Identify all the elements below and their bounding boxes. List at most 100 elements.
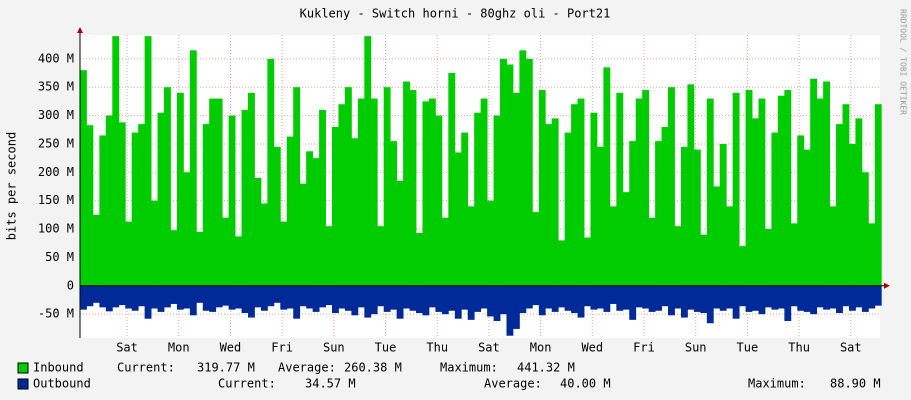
area-segment: [493, 115, 501, 286]
area-segment: [532, 285, 540, 306]
area-segment: [680, 146, 688, 286]
area-segment: [732, 285, 740, 319]
area-segment: [215, 98, 223, 286]
area-segment: [480, 98, 488, 286]
area-segment: [273, 146, 281, 286]
area-segment: [616, 92, 624, 286]
area-segment: [312, 285, 320, 312]
area-segment: [383, 285, 391, 312]
area-segment: [706, 98, 714, 286]
x-tick-label: Sat: [478, 341, 500, 355]
area-segment: [551, 118, 559, 286]
area-segment: [383, 87, 391, 286]
area-segment: [512, 92, 520, 286]
area-segment: [777, 285, 785, 309]
area-segment: [590, 112, 598, 286]
watermark: RRDTOOL / TOBI OETIKER: [899, 9, 908, 115]
area-segment: [92, 214, 100, 286]
area-segment: [538, 90, 546, 286]
area-segment: [441, 217, 449, 286]
area-segment: [241, 109, 249, 286]
x-tick-label: Sun: [685, 341, 707, 355]
area-segment: [590, 285, 598, 310]
area-segment: [816, 285, 824, 308]
area-segment: [99, 135, 107, 286]
area-segment: [344, 87, 352, 286]
area-segment: [248, 285, 255, 318]
area-segment: [538, 285, 546, 316]
area-segment: [648, 285, 656, 312]
area-segment: [480, 285, 488, 309]
x-tick-label: Tue: [375, 341, 397, 355]
area-segment: [500, 58, 507, 286]
area-segment: [112, 285, 120, 308]
area-segment: [228, 285, 236, 310]
area-segment: [842, 285, 850, 307]
area-segment: [403, 81, 410, 286]
area-segment: [105, 285, 113, 312]
area-segment: [170, 230, 178, 286]
area-segment: [674, 285, 682, 309]
area-segment: [874, 104, 882, 286]
x-tick-label: Fri: [271, 341, 293, 355]
area-segment: [105, 115, 113, 286]
area-segment: [836, 285, 843, 314]
area-segment: [428, 98, 436, 286]
area-segment: [532, 212, 540, 286]
area-segment: [564, 285, 572, 311]
area-segment: [454, 285, 462, 319]
area-segment: [836, 124, 843, 286]
area-segment: [448, 285, 456, 311]
area-segment: [138, 285, 146, 307]
area-segment: [661, 126, 669, 286]
area-segment: [248, 92, 255, 286]
area-segment: [609, 206, 617, 286]
area-segment: [286, 136, 294, 286]
area-segment: [584, 285, 591, 307]
area-segment: [273, 285, 281, 303]
legend-stat-label: Current:: [117, 361, 175, 375]
area-segment: [131, 285, 139, 311]
area-segment: [409, 90, 417, 286]
area-segment: [467, 206, 475, 286]
area-segment: [745, 90, 753, 286]
area-segment: [596, 146, 604, 286]
area-segment: [764, 285, 772, 308]
area-segment: [125, 221, 133, 286]
area-segment: [674, 226, 682, 286]
area-segment: [752, 285, 759, 311]
area-segment: [403, 285, 410, 309]
area-segment: [222, 217, 230, 286]
area-segment: [829, 206, 837, 286]
area-segment: [241, 285, 249, 314]
area-segment: [564, 132, 572, 286]
area-segment: [144, 285, 152, 319]
area-segment: [176, 285, 184, 310]
area-segment: [338, 104, 346, 286]
area-segment: [519, 50, 527, 286]
chart-title: Kukleny - Switch horni - 80ghz oli - Por…: [300, 7, 611, 21]
area-segment: [764, 229, 772, 286]
area-segment: [790, 285, 798, 307]
area-segment: [558, 240, 566, 286]
area-segment: [183, 285, 191, 309]
area-segment: [80, 70, 87, 286]
area-segment: [332, 126, 339, 286]
area-segment: [357, 98, 365, 286]
area-segment: [170, 285, 178, 304]
area-segment: [584, 237, 591, 286]
area-segment: [777, 95, 785, 286]
area-segment: [680, 285, 688, 318]
area-segment: [758, 285, 766, 315]
area-segment: [506, 285, 514, 336]
area-segment: [571, 104, 578, 286]
area-segment: [525, 285, 533, 309]
y-tick-label: 250 M: [38, 136, 74, 150]
area-segment: [280, 285, 288, 310]
area-segment: [874, 285, 882, 306]
area-segment: [829, 285, 837, 309]
area-segment: [771, 285, 779, 310]
x-tick-label: Sat: [116, 341, 138, 355]
area-segment: [293, 87, 301, 286]
